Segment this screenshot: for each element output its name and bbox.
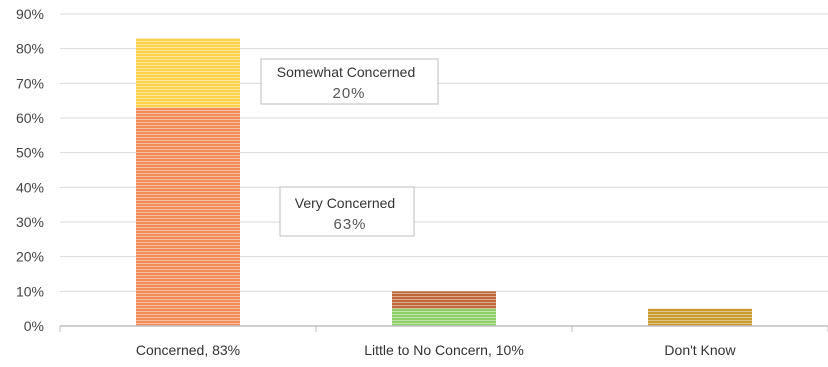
bars: [136, 38, 752, 326]
x-axis: [59, 325, 828, 332]
callout-very-concerned: Very Concerned 63%: [279, 186, 415, 237]
y-tick-label: 60%: [16, 110, 44, 126]
callout-very-concerned-value: 63%: [333, 216, 366, 233]
bar-segment: [648, 308, 752, 326]
bar-segment: [136, 38, 240, 108]
callout-somewhat-concerned: Somewhat Concerned 20%: [260, 58, 439, 105]
bar-segment: [392, 291, 496, 309]
y-axis-tick-labels: 0% 10% 20% 30% 40% 50% 60% 70% 80% 90%: [16, 6, 44, 334]
x-category-label: Don't Know: [664, 342, 736, 358]
y-tick-label: 20%: [16, 249, 44, 265]
x-category-label: Concerned, 83%: [136, 342, 240, 358]
callout-very-concerned-title: Very Concerned: [295, 195, 395, 211]
y-tick-label: 80%: [16, 41, 44, 57]
bar-segment: [136, 107, 240, 326]
y-tick-label: 90%: [16, 6, 44, 22]
x-category-label: Little to No Concern, 10%: [364, 342, 524, 358]
callout-somewhat-concerned-title: Somewhat Concerned: [277, 64, 416, 80]
x-axis-category-labels: Concerned, 83% Little to No Concern, 10% D…: [136, 342, 737, 358]
y-tick-label: 70%: [16, 75, 44, 91]
y-tick-label: 50%: [16, 145, 44, 161]
y-tick-label: 10%: [16, 283, 44, 299]
y-tick-label: 40%: [16, 179, 44, 195]
y-tick-label: 0%: [24, 318, 44, 334]
callout-somewhat-concerned-value: 20%: [332, 85, 365, 102]
y-tick-label: 30%: [16, 214, 44, 230]
bar-segment: [392, 308, 496, 326]
